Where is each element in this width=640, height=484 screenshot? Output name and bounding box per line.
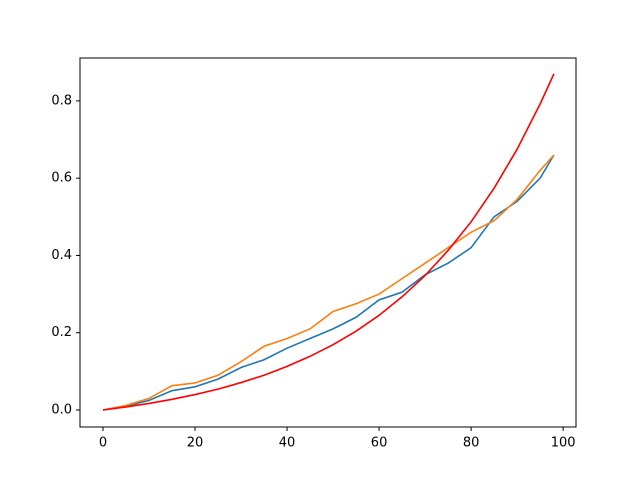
y-tick-label: 0.6 <box>51 171 72 186</box>
x-tick-label: 40 <box>279 436 296 451</box>
y-tick-label: 0.0 <box>51 402 72 417</box>
y-tick-label: 0.2 <box>51 325 72 340</box>
plot-frame <box>79 57 577 428</box>
x-tick-label: 100 <box>551 436 576 451</box>
x-tick-label: 60 <box>371 436 388 451</box>
x-tick-label: 0 <box>99 436 107 451</box>
y-tick-label: 0.8 <box>51 93 72 108</box>
x-tick-label: 80 <box>463 436 480 451</box>
line-series <box>102 73 555 411</box>
y-tick-label: 0.4 <box>51 248 72 263</box>
line-series <box>102 154 555 411</box>
line-series <box>102 154 555 411</box>
x-tick-label: 20 <box>187 436 204 451</box>
